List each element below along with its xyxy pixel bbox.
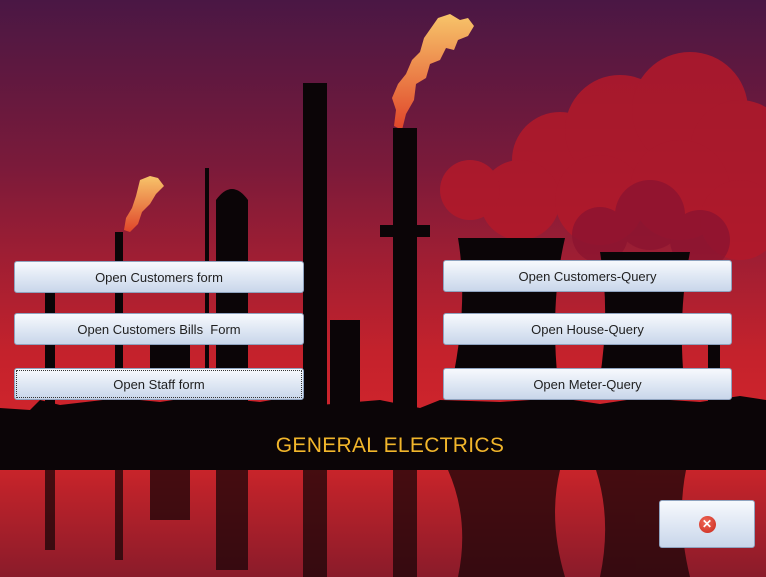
open-customers-bills-form-button[interactable]: Open Customers Bills Form (14, 313, 304, 345)
form-title: GENERAL ELECTRICS (275, 434, 505, 457)
open-house-query-button[interactable]: Open House-Query (443, 313, 732, 345)
open-customers-form-button[interactable]: Open Customers form (14, 261, 304, 293)
open-staff-form-button[interactable]: Open Staff form (14, 368, 304, 400)
open-customers-query-button[interactable]: Open Customers-Query (443, 260, 732, 292)
open-meter-query-button[interactable]: Open Meter-Query (443, 368, 732, 400)
close-icon: ✕ (698, 515, 716, 533)
close-button[interactable]: ✕ (659, 500, 755, 548)
